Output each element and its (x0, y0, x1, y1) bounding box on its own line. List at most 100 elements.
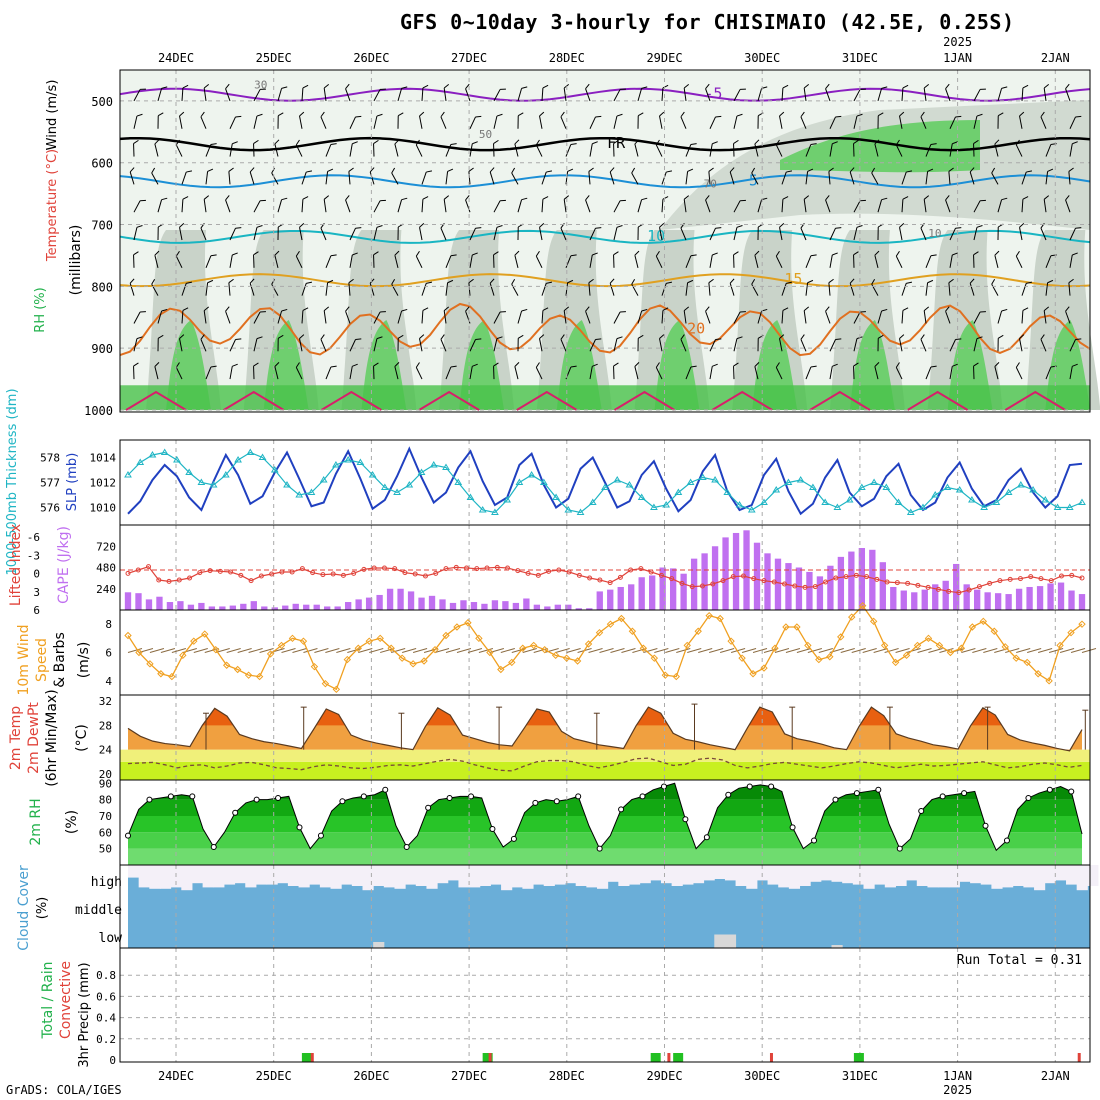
thickness-marker (173, 456, 181, 463)
wind-barb-flag (539, 222, 545, 228)
wind-barb (825, 306, 831, 324)
wind-barb-flag (895, 250, 900, 257)
wind-barb-flag (680, 334, 685, 340)
wind-barb (469, 141, 478, 157)
wind-barb-flag (154, 250, 160, 256)
wind-barb (391, 167, 399, 185)
cloud-high-gap (373, 865, 385, 886)
wind-barb (205, 168, 214, 185)
wind-barb (225, 306, 231, 324)
wind10-marker (508, 658, 516, 667)
wind-barb-shaft (154, 255, 159, 268)
wind-barb-shaft (1015, 255, 1023, 269)
wind-barb-flag (426, 281, 433, 284)
li-marker (1007, 576, 1013, 582)
wind-barb (973, 199, 986, 213)
wind-barb-flag (274, 250, 280, 256)
cape-bar (628, 584, 635, 610)
thickness-marker (283, 481, 291, 488)
wind-barb-flag (394, 250, 400, 256)
thickness-marker (625, 481, 634, 488)
credit-text: GrADS: COLA/IGES (6, 1083, 122, 1097)
temp-axis-label-1: 2m Temp (8, 706, 24, 770)
wind-barb-flag (595, 227, 602, 229)
wind-barb (323, 83, 330, 101)
rh-contour-label: 10 (928, 227, 941, 240)
thickness-marker (784, 478, 793, 485)
rh-marker (125, 832, 131, 839)
rh-tick-label: 60 (99, 826, 112, 839)
wind-barb-flag (641, 86, 648, 89)
wind10-barb (434, 648, 450, 653)
cloud-high-gap (970, 865, 982, 884)
wind-barb-shaft (157, 88, 163, 102)
wind-barb-shaft (345, 311, 351, 324)
wind-barb (295, 250, 303, 269)
wind-barb (585, 83, 591, 102)
rh-marker (253, 796, 260, 803)
wind-barb (997, 308, 1008, 324)
wind-barb (443, 306, 450, 324)
wind-barb-flag (232, 363, 238, 367)
wind-barb-shaft (925, 255, 932, 269)
rh-band-area (128, 848, 1082, 865)
wind-barb-flag (906, 281, 913, 284)
wind-barb-flag (609, 167, 615, 173)
thickness-marker (393, 488, 401, 495)
li-marker (699, 583, 705, 589)
wind-barb (733, 251, 739, 268)
temp-tick-label: 24 (99, 744, 113, 757)
wind-barb-flag (736, 225, 743, 228)
wind-barb-flag (140, 311, 146, 313)
wind10-marker (146, 660, 154, 668)
wind-barb (655, 139, 663, 157)
wind-barb (709, 338, 722, 352)
wind-barb-shaft (349, 339, 356, 352)
wind-barb (613, 199, 626, 213)
li-tick-label: -3 (27, 549, 40, 562)
wind-barb-flag (535, 250, 540, 257)
wind-barb (274, 250, 280, 268)
wind-barb-flag (881, 86, 888, 89)
wind-barb (277, 197, 288, 213)
wind-barb-flag (260, 311, 266, 313)
wind10-barb (972, 648, 987, 653)
wind-barb-shaft (349, 143, 353, 157)
wind-barb-shaft (853, 89, 861, 102)
wind-barb-flag (468, 167, 474, 172)
wind10-marker (277, 641, 286, 650)
wind-barb-flag (733, 251, 739, 256)
wind-barb-shaft (205, 144, 212, 157)
li-marker (1017, 576, 1023, 582)
wind-barb-shaft (419, 227, 423, 241)
wind10-barb (698, 648, 713, 653)
wind-barb (535, 362, 543, 380)
wind-barb (154, 139, 160, 157)
wind-barb (973, 251, 979, 268)
wind-barb (421, 170, 433, 185)
cape-bar (701, 553, 708, 610)
isotherm-label: FR (607, 134, 626, 152)
wind-barb-shaft (394, 366, 399, 380)
cloud-high-gap (266, 865, 278, 885)
wind-barb-flag (182, 307, 189, 311)
wind-barb (517, 308, 528, 324)
wind-barb-flag (969, 167, 975, 173)
wind-barb-flag (952, 141, 958, 145)
li-marker (648, 569, 654, 575)
cape-bar (1005, 594, 1012, 610)
pressure-tick-label: 800 (91, 280, 113, 294)
wind-barb-shaft (634, 366, 639, 380)
wind-barb-flag (1015, 250, 1020, 257)
wind-barb (320, 334, 327, 352)
cloud-high-gap (1012, 865, 1024, 886)
wind-barb-shaft (800, 339, 807, 352)
wind10-marker (979, 617, 988, 626)
wind10-marker (420, 657, 428, 665)
thickness-marker (515, 478, 524, 485)
thickness-marker (1004, 488, 1013, 495)
wind-barb (1015, 139, 1023, 157)
pressure-tick-label: 600 (91, 157, 113, 171)
wind10-barb (171, 648, 186, 653)
cape-bar (428, 595, 436, 610)
